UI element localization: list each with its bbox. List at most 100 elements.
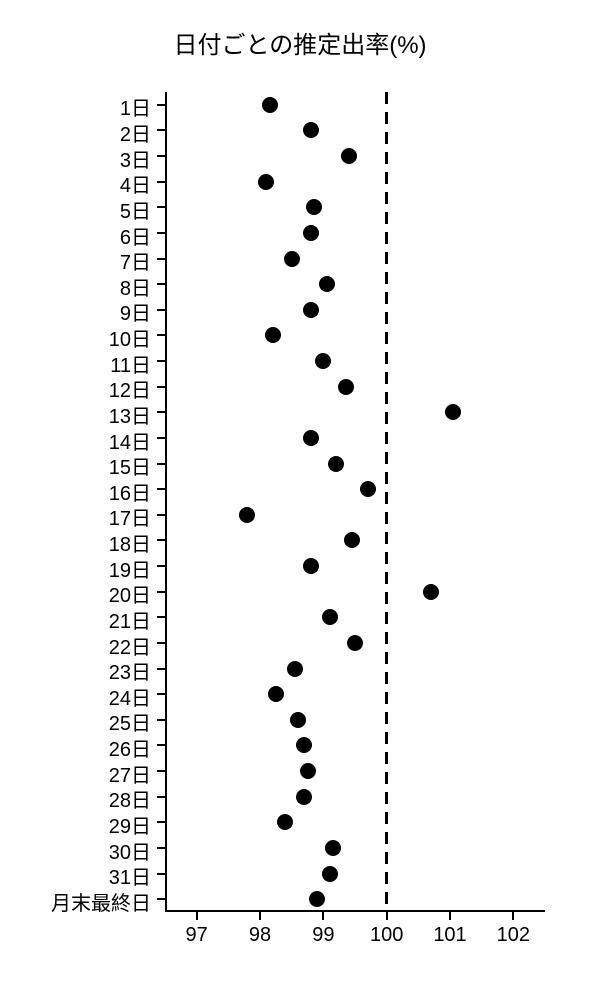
- y-tick: [157, 463, 165, 465]
- y-tick: [157, 693, 165, 695]
- x-tick-label: 99: [312, 924, 334, 947]
- y-tick: [157, 770, 165, 772]
- reference-line: [385, 232, 388, 244]
- reference-line: [385, 292, 388, 304]
- reference-line: [385, 812, 388, 824]
- reference-line: [385, 332, 388, 344]
- data-point: [277, 814, 293, 830]
- reference-line: [385, 432, 388, 444]
- x-tick-label: 100: [370, 924, 403, 947]
- data-point: [338, 379, 354, 395]
- reference-line: [385, 132, 388, 144]
- y-tick: [157, 565, 165, 567]
- x-tick: [322, 912, 324, 920]
- y-tick: [157, 104, 165, 106]
- reference-line: [385, 472, 388, 484]
- y-tick: [157, 181, 165, 183]
- x-tick-label: 101: [433, 924, 466, 947]
- reference-line: [385, 892, 388, 904]
- data-point: [300, 763, 316, 779]
- y-tick: [157, 129, 165, 131]
- reference-line: [385, 852, 388, 864]
- y-tick: [157, 898, 165, 900]
- reference-line: [385, 552, 388, 564]
- y-tick: [157, 821, 165, 823]
- reference-line: [385, 872, 388, 884]
- data-point: [303, 122, 319, 138]
- reference-line: [385, 572, 388, 584]
- reference-line: [385, 712, 388, 724]
- y-tick: [157, 719, 165, 721]
- y-tick: [157, 539, 165, 541]
- y-tick-label: 月末最終日: [1, 887, 151, 916]
- reference-line: [385, 352, 388, 364]
- reference-line: [385, 372, 388, 384]
- y-tick: [157, 847, 165, 849]
- reference-line: [385, 732, 388, 744]
- data-point: [303, 558, 319, 574]
- reference-line: [385, 512, 388, 524]
- data-point: [296, 789, 312, 805]
- y-tick: [157, 309, 165, 311]
- data-point: [296, 737, 312, 753]
- x-tick: [196, 912, 198, 920]
- y-axis-line: [165, 92, 167, 912]
- reference-line: [385, 672, 388, 684]
- y-tick: [157, 283, 165, 285]
- x-tick: [386, 912, 388, 920]
- reference-line: [385, 412, 388, 424]
- data-point: [322, 866, 338, 882]
- data-point: [306, 199, 322, 215]
- y-tick: [157, 668, 165, 670]
- data-point: [303, 302, 319, 318]
- y-tick: [157, 386, 165, 388]
- reference-line: [385, 212, 388, 224]
- y-tick: [157, 155, 165, 157]
- data-point: [303, 430, 319, 446]
- reference-line: [385, 592, 388, 604]
- x-tick: [259, 912, 261, 920]
- data-point: [284, 251, 300, 267]
- data-point: [309, 891, 325, 907]
- reference-line: [385, 312, 388, 324]
- data-point: [344, 532, 360, 548]
- data-point: [287, 661, 303, 677]
- x-axis-line: [165, 910, 545, 912]
- data-point: [328, 456, 344, 472]
- plot-area: 1日2日3日4日5日6日7日8日9日10日11日12日13日14日15日16日1…: [165, 92, 545, 912]
- reference-line: [385, 632, 388, 644]
- reference-line: [385, 772, 388, 784]
- data-point: [258, 174, 274, 190]
- data-point: [262, 97, 278, 113]
- data-point: [239, 507, 255, 523]
- data-point: [325, 840, 341, 856]
- reference-line: [385, 192, 388, 204]
- reference-line: [385, 792, 388, 804]
- reference-line: [385, 152, 388, 164]
- reference-line: [385, 692, 388, 704]
- x-tick: [449, 912, 451, 920]
- x-tick-label: 98: [249, 924, 271, 947]
- reference-line: [385, 652, 388, 664]
- y-tick: [157, 744, 165, 746]
- data-point: [268, 686, 284, 702]
- y-tick: [157, 873, 165, 875]
- reference-line: [385, 392, 388, 404]
- x-tick-label: 102: [497, 924, 530, 947]
- y-tick: [157, 411, 165, 413]
- x-tick-label: 97: [186, 924, 208, 947]
- y-tick: [157, 796, 165, 798]
- data-point: [445, 404, 461, 420]
- y-tick: [157, 514, 165, 516]
- data-point: [319, 276, 335, 292]
- reference-line: [385, 612, 388, 624]
- data-point: [290, 712, 306, 728]
- y-tick: [157, 642, 165, 644]
- y-tick: [157, 258, 165, 260]
- y-tick: [157, 437, 165, 439]
- chart-title: 日付ごとの推定出率(%): [0, 25, 600, 60]
- y-tick: [157, 360, 165, 362]
- reference-line: [385, 112, 388, 124]
- data-point: [322, 609, 338, 625]
- y-tick: [157, 232, 165, 234]
